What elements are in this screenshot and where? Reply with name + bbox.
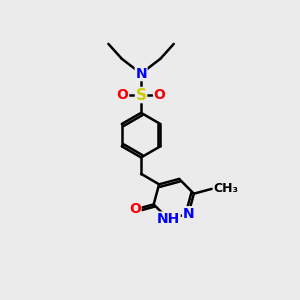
- Text: S: S: [136, 88, 147, 103]
- Text: CH₃: CH₃: [213, 182, 238, 195]
- Text: O: O: [129, 202, 141, 216]
- Text: O: O: [154, 88, 165, 102]
- Text: N: N: [183, 207, 194, 221]
- Text: O: O: [117, 88, 129, 102]
- Text: N: N: [135, 67, 147, 81]
- Text: NH: NH: [157, 212, 180, 226]
